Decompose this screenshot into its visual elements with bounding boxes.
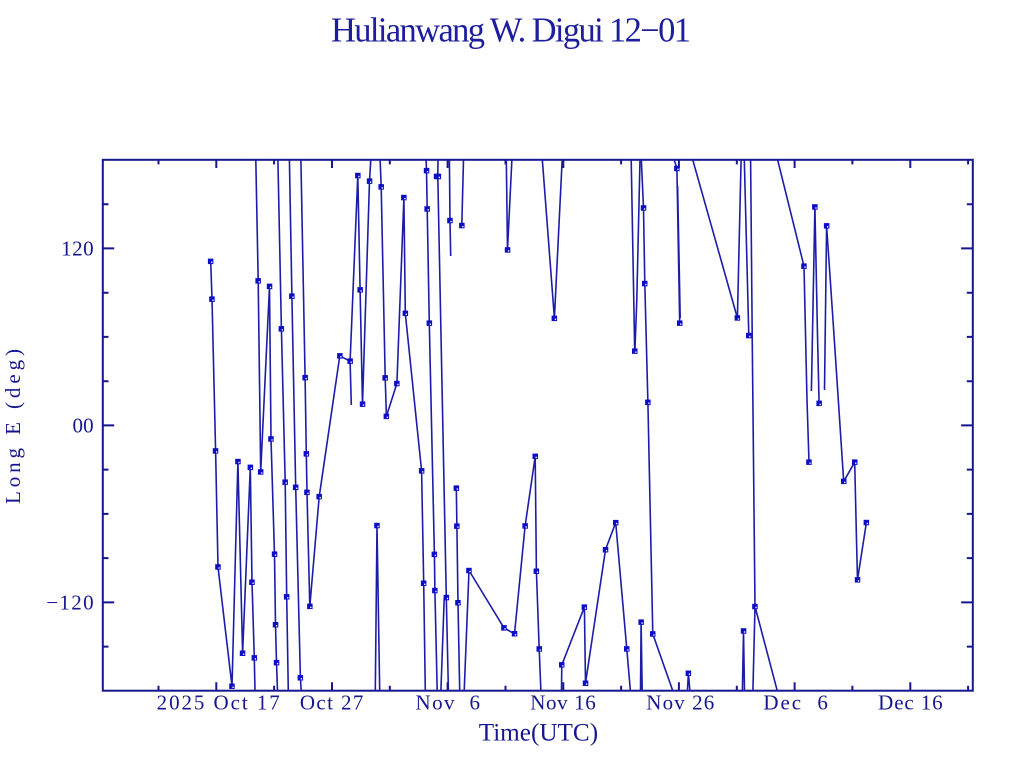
svg-text:Dec 16: Dec 16 [878,691,943,715]
svg-text:Oct 27: Oct 27 [300,691,364,715]
svg-text:Long E (deg): Long E (deg) [1,349,25,504]
svg-text:−120: −120 [46,590,93,614]
svg-text:2025 Oct 17: 2025 Oct 17 [157,691,280,715]
svg-text:Nov 6: Nov 6 [415,691,480,715]
svg-text:Dec 6: Dec 6 [763,691,828,715]
svg-text:Hulianwang W. Digui 12−01: Hulianwang W. Digui 12−01 [331,12,691,50]
svg-text:Nov 26: Nov 26 [646,691,714,715]
svg-text:00: 00 [73,413,94,437]
svg-text:Nov 16: Nov 16 [530,691,596,715]
svg-text:120: 120 [61,236,94,260]
svg-text:Time(UTC): Time(UTC) [479,719,598,746]
